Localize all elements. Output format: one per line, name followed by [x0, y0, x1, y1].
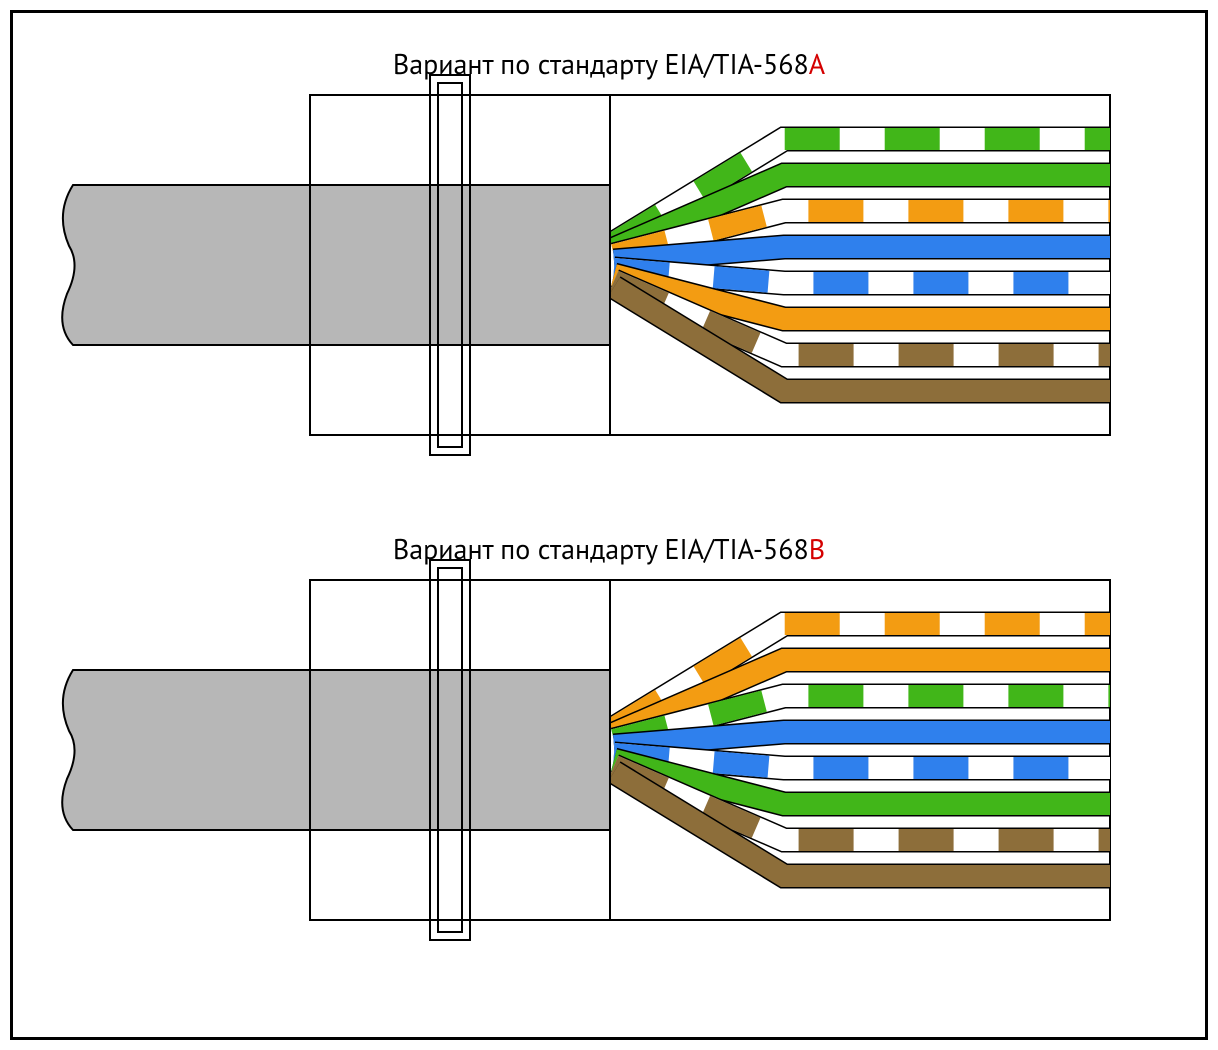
cable-jacket: [62, 670, 610, 830]
connector-b: [62, 560, 1110, 940]
diagram-svg: [0, 0, 1218, 1050]
cable-jacket: [62, 185, 610, 345]
connector-a: [62, 75, 1110, 455]
wire-white-blue: [614, 754, 1110, 768]
wire-blue: [614, 247, 1110, 261]
clip-outer: [430, 560, 470, 940]
wire-white-blue: [614, 269, 1110, 283]
page: Вариант по стандарту EIA/TIA-568A Вариан…: [0, 0, 1218, 1050]
clip-outer: [430, 75, 470, 455]
wire-blue: [614, 732, 1110, 746]
